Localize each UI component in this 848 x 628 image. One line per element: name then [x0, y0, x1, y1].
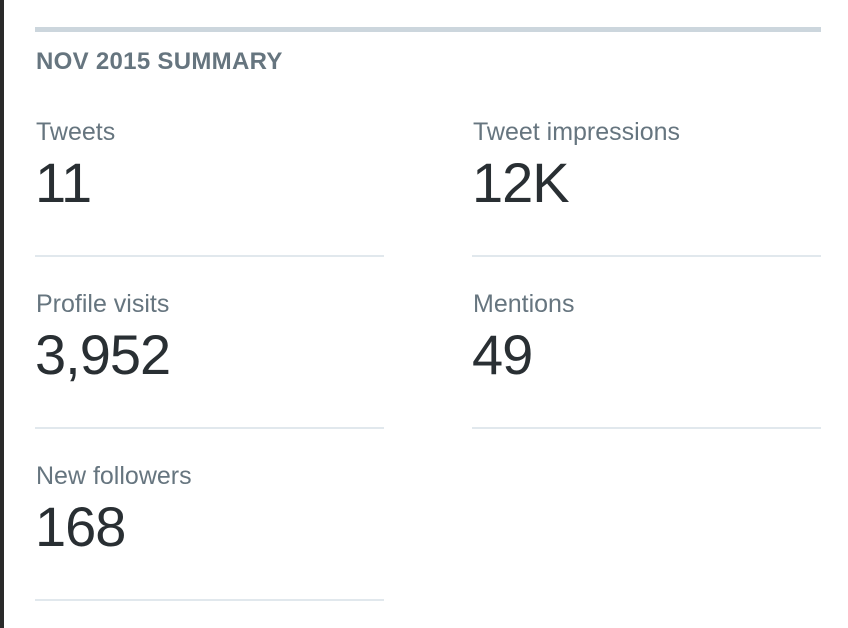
summary-title: NOV 2015 SUMMARY — [36, 48, 283, 75]
divider — [472, 255, 821, 257]
stat-label: Profile visits — [36, 290, 170, 318]
divider — [472, 427, 821, 429]
stat: Profile visits 3,952 — [35, 172, 384, 429]
stat-value: 168 — [35, 495, 126, 558]
stat-label: Tweet impressions — [473, 118, 681, 146]
divider — [35, 255, 384, 257]
stat-value: 11 — [35, 151, 92, 214]
stat-label: Mentions — [473, 290, 575, 318]
stat-label: New followers — [36, 462, 192, 490]
stat-value: 3,952 — [35, 323, 171, 386]
divider — [35, 427, 384, 429]
stat-value: 49 — [472, 323, 533, 386]
top-bar — [35, 27, 821, 32]
window-edge — [0, 0, 4, 628]
stat: Tweet impressions 12K — [472, 0, 821, 257]
stat: Tweets 11 — [35, 0, 384, 257]
divider — [35, 599, 384, 601]
stat: Mentions 49 — [472, 172, 821, 429]
stat-label: Tweets — [36, 118, 116, 146]
stat-value: 12K — [472, 151, 570, 214]
stat: New followers 168 — [35, 344, 384, 601]
